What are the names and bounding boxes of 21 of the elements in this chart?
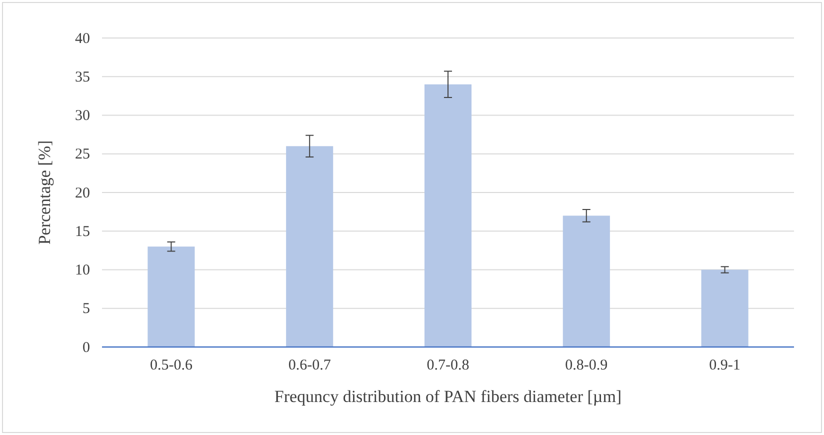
y-axis-title: Percentage [%] bbox=[35, 140, 54, 245]
x-tick-label: 0.9-1 bbox=[709, 358, 740, 374]
bar bbox=[701, 270, 748, 347]
y-tick-label: 5 bbox=[82, 301, 90, 318]
bar bbox=[286, 146, 334, 347]
x-tick-label: 0.6-0.7 bbox=[288, 358, 332, 374]
y-tick-label: 30 bbox=[75, 108, 90, 124]
bar bbox=[562, 216, 610, 347]
x-tick-label: 0.5-0.6 bbox=[150, 358, 193, 374]
y-tick-label: 20 bbox=[75, 185, 90, 202]
y-tick-label: 40 bbox=[75, 30, 90, 47]
bar bbox=[148, 246, 195, 347]
y-tick-label: 35 bbox=[75, 69, 90, 86]
bar bbox=[424, 84, 472, 347]
y-tick-label: 10 bbox=[75, 262, 90, 279]
x-axis-title: Frequncy distribution of PAN fibers diameter [µm] bbox=[274, 387, 622, 406]
y-tick-label: 15 bbox=[75, 224, 90, 240]
x-tick-label: 0.7-0.8 bbox=[426, 358, 470, 374]
x-tick-label: 0.8-0.9 bbox=[565, 358, 608, 374]
y-tick-label: 0 bbox=[82, 340, 90, 356]
y-tick-label: 25 bbox=[75, 146, 90, 163]
